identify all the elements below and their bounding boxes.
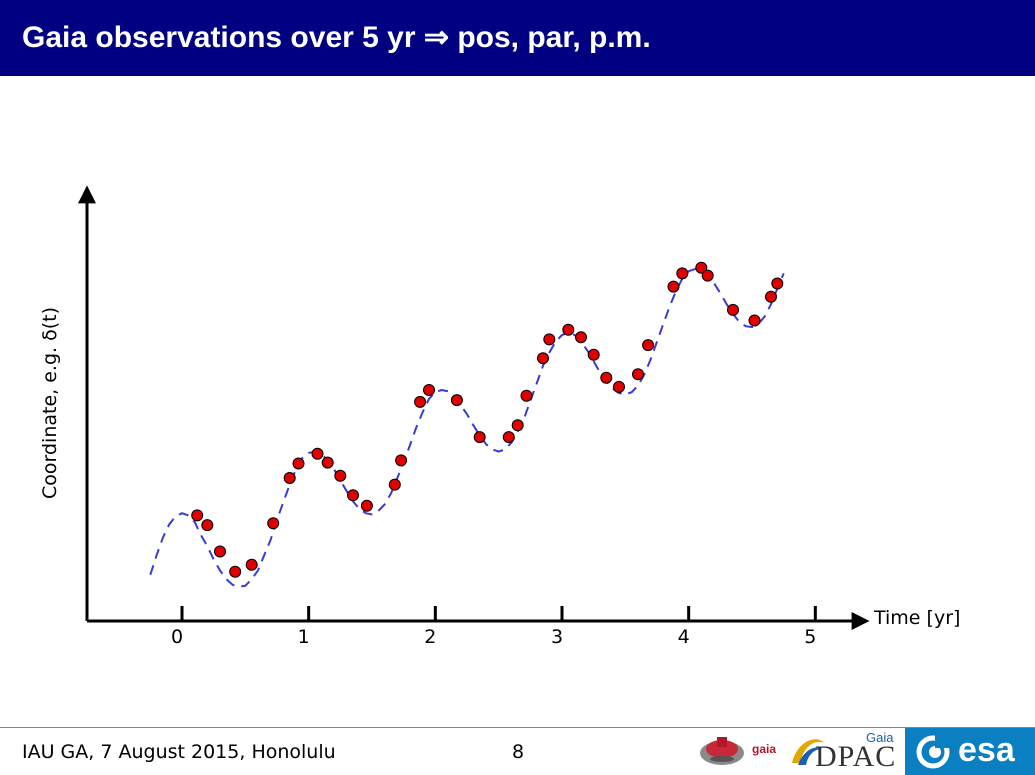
observation-point bbox=[229, 565, 242, 578]
x-tick-label: 0 bbox=[171, 626, 183, 648]
observation-point bbox=[771, 277, 784, 290]
observation-point bbox=[502, 431, 515, 444]
observation-point bbox=[575, 331, 587, 344]
observation-point bbox=[676, 267, 689, 280]
observation-point bbox=[520, 389, 533, 402]
observation-point bbox=[748, 314, 761, 327]
observation-point bbox=[201, 519, 214, 532]
x-tick-label: 5 bbox=[804, 626, 816, 648]
observation-point bbox=[543, 333, 556, 346]
observation-point bbox=[587, 348, 600, 361]
observation-point bbox=[414, 395, 427, 408]
observation-point bbox=[727, 303, 739, 316]
gaia-logo-label: gaia bbox=[752, 742, 777, 756]
observation-point bbox=[334, 469, 347, 482]
observation-point bbox=[360, 499, 373, 512]
esa-mark-icon bbox=[916, 734, 954, 769]
observation-point bbox=[292, 457, 305, 470]
x-ticks: 0 1 2 3 4 5 bbox=[171, 606, 817, 648]
coordinate-vs-time-chart: 0 1 2 3 4 5 Time [yr] Coordinate, e.g. δ(t) bbox=[39, 185, 960, 648]
observation-point bbox=[701, 269, 714, 282]
observation-point bbox=[283, 472, 296, 484]
observation-point bbox=[613, 380, 625, 393]
y-axis-label: Coordinate, e.g. δ(t) bbox=[39, 307, 61, 499]
observation-point bbox=[765, 290, 777, 303]
observation-point bbox=[214, 545, 226, 558]
observation-point bbox=[562, 323, 575, 336]
dpac-logo-label: DPAC bbox=[815, 740, 897, 773]
x-tick-label: 3 bbox=[551, 626, 563, 648]
observation-point bbox=[267, 517, 280, 530]
observation-point bbox=[473, 431, 486, 444]
slide-title: Gaia observations over 5 yr ⇒ pos, par, … bbox=[22, 21, 651, 54]
observation-point bbox=[667, 280, 680, 293]
observation-point bbox=[321, 456, 334, 469]
model-curve bbox=[149, 267, 785, 588]
observation-point bbox=[450, 394, 463, 407]
observation-points bbox=[191, 261, 784, 578]
page-number: 8 bbox=[512, 741, 525, 763]
x-tick-label: 1 bbox=[298, 626, 310, 648]
observation-point bbox=[632, 368, 644, 381]
x-tick-label: 4 bbox=[678, 626, 690, 648]
x-axis-label: Time [yr] bbox=[873, 607, 960, 629]
observation-point bbox=[245, 558, 258, 571]
x-tick-label: 2 bbox=[424, 626, 436, 648]
observation-point bbox=[537, 352, 549, 365]
gaia-satellite-logo bbox=[700, 737, 744, 765]
observation-point bbox=[423, 384, 435, 396]
observation-point bbox=[191, 509, 204, 522]
observation-point bbox=[395, 454, 408, 467]
dpac-gaia-superscript: Gaia bbox=[866, 730, 894, 745]
observation-point bbox=[642, 339, 655, 352]
observation-point bbox=[347, 489, 359, 502]
observation-point bbox=[388, 478, 401, 491]
dpac-swoosh-logo bbox=[792, 739, 824, 765]
footer-text: IAU GA, 7 August 2015, Honolulu bbox=[22, 741, 336, 763]
observation-point bbox=[311, 447, 324, 460]
observation-point bbox=[695, 261, 708, 274]
title-bar: Gaia observations over 5 yr ⇒ pos, par, … bbox=[0, 0, 1035, 76]
esa-logo-label: esa bbox=[958, 731, 1015, 769]
observation-point bbox=[511, 419, 524, 432]
footer-divider bbox=[0, 727, 1035, 728]
observation-point bbox=[600, 371, 613, 384]
